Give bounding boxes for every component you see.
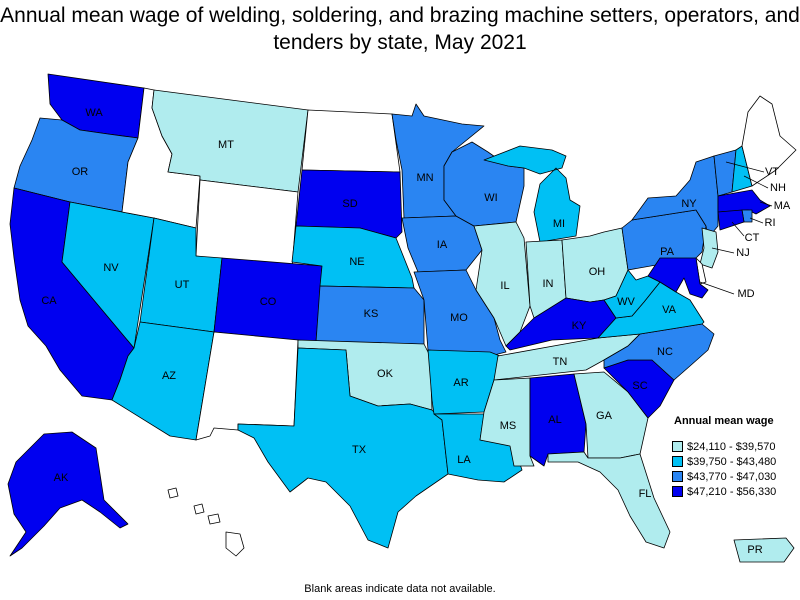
label-nj: NJ <box>736 247 749 259</box>
label-sc: SC <box>632 380 647 392</box>
label-vt: VT <box>765 166 779 178</box>
label-wv: WV <box>617 296 635 308</box>
legend-label: $39,750 - $43,480 <box>687 455 777 468</box>
label-va: VA <box>662 304 677 316</box>
label-ia: IA <box>437 239 448 251</box>
label-la: LA <box>457 454 471 466</box>
label-ri: RI <box>765 217 776 229</box>
label-tn: TN <box>553 356 568 368</box>
label-nc: NC <box>657 346 673 358</box>
legend-label: $47,210 - $56,330 <box>687 485 777 498</box>
state-ks[interactable] <box>315 285 425 345</box>
state-labels: WA OR CA NV MT UT AZ CO SD NE KS OK TX M… <box>41 107 791 556</box>
label-sd: SD <box>342 198 357 210</box>
label-or: OR <box>72 166 89 178</box>
legend-item: $39,750 - $43,480 <box>672 454 776 469</box>
state-ak[interactable] <box>7 431 129 557</box>
leader-ma <box>759 201 773 207</box>
label-ak: AK <box>54 472 69 484</box>
leader-nj <box>711 247 735 254</box>
state-hi[interactable] <box>167 487 245 557</box>
leader-nh <box>743 175 769 189</box>
label-al: AL <box>548 414 561 426</box>
label-ks: KS <box>364 308 379 320</box>
label-il: IL <box>500 280 509 292</box>
label-oh: OH <box>589 266 606 278</box>
label-in: IN <box>543 278 554 290</box>
label-nv: NV <box>103 262 119 274</box>
map-legend: Annual mean wage $24,110 - $39,570 $39,7… <box>672 415 776 499</box>
label-az: AZ <box>162 370 176 382</box>
legend-swatch <box>672 471 683 482</box>
state-mi[interactable] <box>483 145 581 243</box>
legend-swatch <box>672 456 683 467</box>
footnote: Blank areas indicate data not available. <box>304 583 496 595</box>
label-mn: MN <box>416 172 433 184</box>
map-title: Annual mean wage of welding, soldering, … <box>0 4 800 54</box>
label-ny: NY <box>681 198 697 210</box>
label-mt: MT <box>218 139 234 151</box>
legend-label: $24,110 - $39,570 <box>687 440 776 453</box>
label-nh: NH <box>770 182 786 194</box>
state-mt[interactable] <box>151 89 309 193</box>
label-ct: CT <box>745 232 760 244</box>
label-md: MD <box>737 288 754 300</box>
label-ut: UT <box>175 279 190 291</box>
leader-md <box>699 281 735 295</box>
state-wy[interactable] <box>195 179 299 269</box>
leader-ct <box>731 221 745 237</box>
state-nj[interactable] <box>699 227 719 269</box>
label-pa: PA <box>660 246 675 258</box>
legend-title: Annual mean wage <box>674 415 774 427</box>
label-ga: GA <box>596 410 613 422</box>
state-me[interactable] <box>741 95 797 187</box>
state-wi[interactable] <box>443 141 525 227</box>
label-wa: WA <box>85 107 103 119</box>
label-leader-lines <box>699 161 773 295</box>
state-tx[interactable] <box>237 347 449 549</box>
legend-swatch <box>672 441 683 452</box>
label-ky: KY <box>572 320 587 332</box>
state-nc[interactable] <box>603 323 715 381</box>
label-ok: OK <box>377 368 394 380</box>
label-ar: AR <box>453 377 468 389</box>
label-wi: WI <box>484 192 497 204</box>
state-shapes <box>7 73 797 563</box>
state-mo[interactable] <box>413 269 507 357</box>
label-mo: MO <box>450 312 468 324</box>
label-tx: TX <box>352 444 367 456</box>
label-ms: MS <box>500 420 517 432</box>
state-ct[interactable] <box>717 209 745 231</box>
state-nd[interactable] <box>301 109 401 173</box>
label-ca: CA <box>41 295 57 307</box>
leader-vt <box>725 161 765 173</box>
legend-item: $24,110 - $39,570 <box>672 439 776 454</box>
label-ne: NE <box>349 256 364 268</box>
label-ma: MA <box>774 200 791 212</box>
label-mi: MI <box>553 218 565 230</box>
state-pr[interactable] <box>733 537 795 563</box>
legend-swatch <box>672 486 683 497</box>
state-md[interactable] <box>647 257 709 299</box>
label-fl: FL <box>639 488 652 500</box>
label-pr: PR <box>747 544 762 556</box>
legend-label: $43,770 - $47,030 <box>687 470 777 483</box>
leader-ri <box>749 217 764 224</box>
legend-item: $47,210 - $56,330 <box>672 484 776 499</box>
state-nm[interactable] <box>195 331 299 441</box>
state-fl[interactable] <box>547 451 671 549</box>
label-co: CO <box>260 296 277 308</box>
legend-item: $43,770 - $47,030 <box>672 469 776 484</box>
